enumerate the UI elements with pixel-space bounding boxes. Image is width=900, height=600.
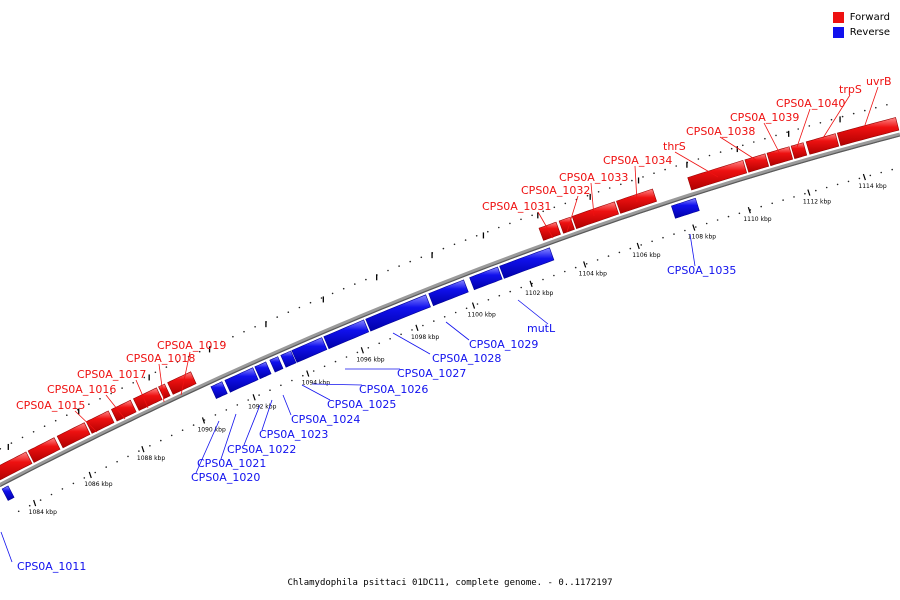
forward-gene-block (790, 142, 808, 159)
gene-label: uvrB (866, 75, 892, 88)
forward-gene-block (571, 201, 619, 229)
scale-label: 1098 kbp (411, 334, 439, 341)
forward-gene-block (616, 188, 657, 214)
gene-label: CPS0A_1018 (126, 352, 195, 365)
scale-label: 1108 kbp (688, 234, 716, 241)
forward-gene-block (805, 133, 840, 155)
reverse-gene-block (224, 367, 259, 393)
forward-gene-block (56, 422, 91, 449)
forward-gene-block (27, 437, 61, 463)
forward-gene-block (0, 451, 33, 481)
gene-label: CPS0A_1032 (521, 184, 590, 197)
forward-gene-block (558, 216, 575, 234)
scale-label: 1104 kbp (579, 270, 607, 277)
gene-label: trpS (839, 83, 862, 96)
gene-layer (0, 117, 900, 501)
forward-gene-block (85, 410, 115, 434)
gene-label: mutL (527, 322, 556, 335)
scale-label: 1094 kbp (302, 380, 330, 387)
scale-label: 1114 kbp (858, 183, 886, 190)
scale-label: 1112 kbp (803, 199, 831, 206)
gene-label: CPS0A_1019 (157, 339, 226, 352)
gene-label: CPS0A_1025 (327, 398, 396, 411)
gene-label: CPS0A_1026 (359, 383, 428, 396)
reverse-gene-block (323, 319, 370, 350)
gene-label: thrS (663, 140, 686, 153)
gene-label: CPS0A_1033 (559, 171, 628, 184)
gene-label: CPS0A_1015 (16, 399, 85, 412)
reverse-gene-block (269, 356, 284, 373)
scale-label: 1096 kbp (356, 356, 384, 363)
legend-forward: Forward (832, 10, 890, 25)
reverse-gene-block (365, 294, 431, 332)
gene-label: CPS0A_1035 (667, 264, 736, 277)
legend-forward-label: Forward (849, 12, 890, 23)
gene-label: CPS0A_1040 (776, 97, 845, 110)
gene-label: CPS0A_1039 (730, 111, 799, 124)
reverse-gene-block (428, 279, 469, 307)
gene-label: CPS0A_1016 (47, 383, 116, 396)
legend-forward-swatch (832, 12, 844, 23)
scale-label: 1084 kbp (29, 509, 57, 516)
track-layer: 1084 kbp 1086 kbp 1088 kbp 1090 kbp 1092 kbp… (0, 104, 900, 516)
reverse-gene-block (671, 197, 700, 219)
gene-label: CPS0A_1034 (603, 154, 672, 167)
reverse-gene-block (210, 381, 228, 400)
scale-label: 1100 kbp (468, 312, 496, 319)
legend-reverse: Reverse (832, 25, 890, 40)
legend-reverse-swatch (832, 27, 844, 38)
gene-label: CPS0A_1021 (197, 457, 266, 470)
gene-label: CPS0A_1038 (686, 125, 755, 138)
genome-title: Chlamydophila psittaci 01DC11, complete … (287, 578, 613, 588)
legend: Forward Reverse (832, 10, 890, 40)
legend-reverse-label: Reverse (849, 27, 890, 38)
forward-gene-block (766, 146, 794, 167)
label-layer: CPS0A_1015 CPS0A_1016 CPS0A_1017 CPS0A_1018… (0, 75, 892, 573)
forward-gene-block (538, 221, 561, 241)
reverse-gene-block (254, 361, 272, 380)
scale-label: 1106 kbp (632, 252, 660, 259)
scale-label: 1102 kbp (525, 290, 553, 297)
reverse-gene-block (499, 247, 555, 279)
scale-label: 1110 kbp (743, 216, 771, 223)
gene-label: CPS0A_1022 (227, 443, 296, 456)
scale-label: 1088 kbp (137, 455, 165, 462)
gene-label: CPS0A_1029 (469, 338, 538, 351)
gene-label: CPS0A_1031 (482, 200, 551, 213)
scale-label: 1092 kbp (248, 403, 276, 410)
forward-gene-block (836, 117, 900, 146)
forward-gene-block (110, 399, 137, 422)
gene-label: CPS0A_1024 (291, 413, 360, 426)
reverse-gene-block (280, 350, 297, 368)
gene-label: CPS0A_1020 (191, 471, 260, 484)
reverse-gene-block (1, 485, 15, 501)
gene-label: CPS0A_1023 (259, 428, 328, 441)
scale-label: 1086 kbp (84, 481, 112, 488)
forward-gene-block (167, 371, 197, 395)
forward-gene-block (744, 153, 770, 173)
gene-label: CPS0A_1011 (17, 560, 86, 573)
gene-label: CPS0A_1017 (77, 368, 146, 381)
reverse-gene-block (291, 337, 328, 363)
gene-label: CPS0A_1028 (432, 352, 501, 365)
forward-gene-block (158, 383, 171, 400)
gene-label: CPS0A_1027 (397, 367, 466, 380)
reverse-gene-block (469, 266, 503, 291)
scale-label: 1090 kbp (197, 426, 225, 433)
